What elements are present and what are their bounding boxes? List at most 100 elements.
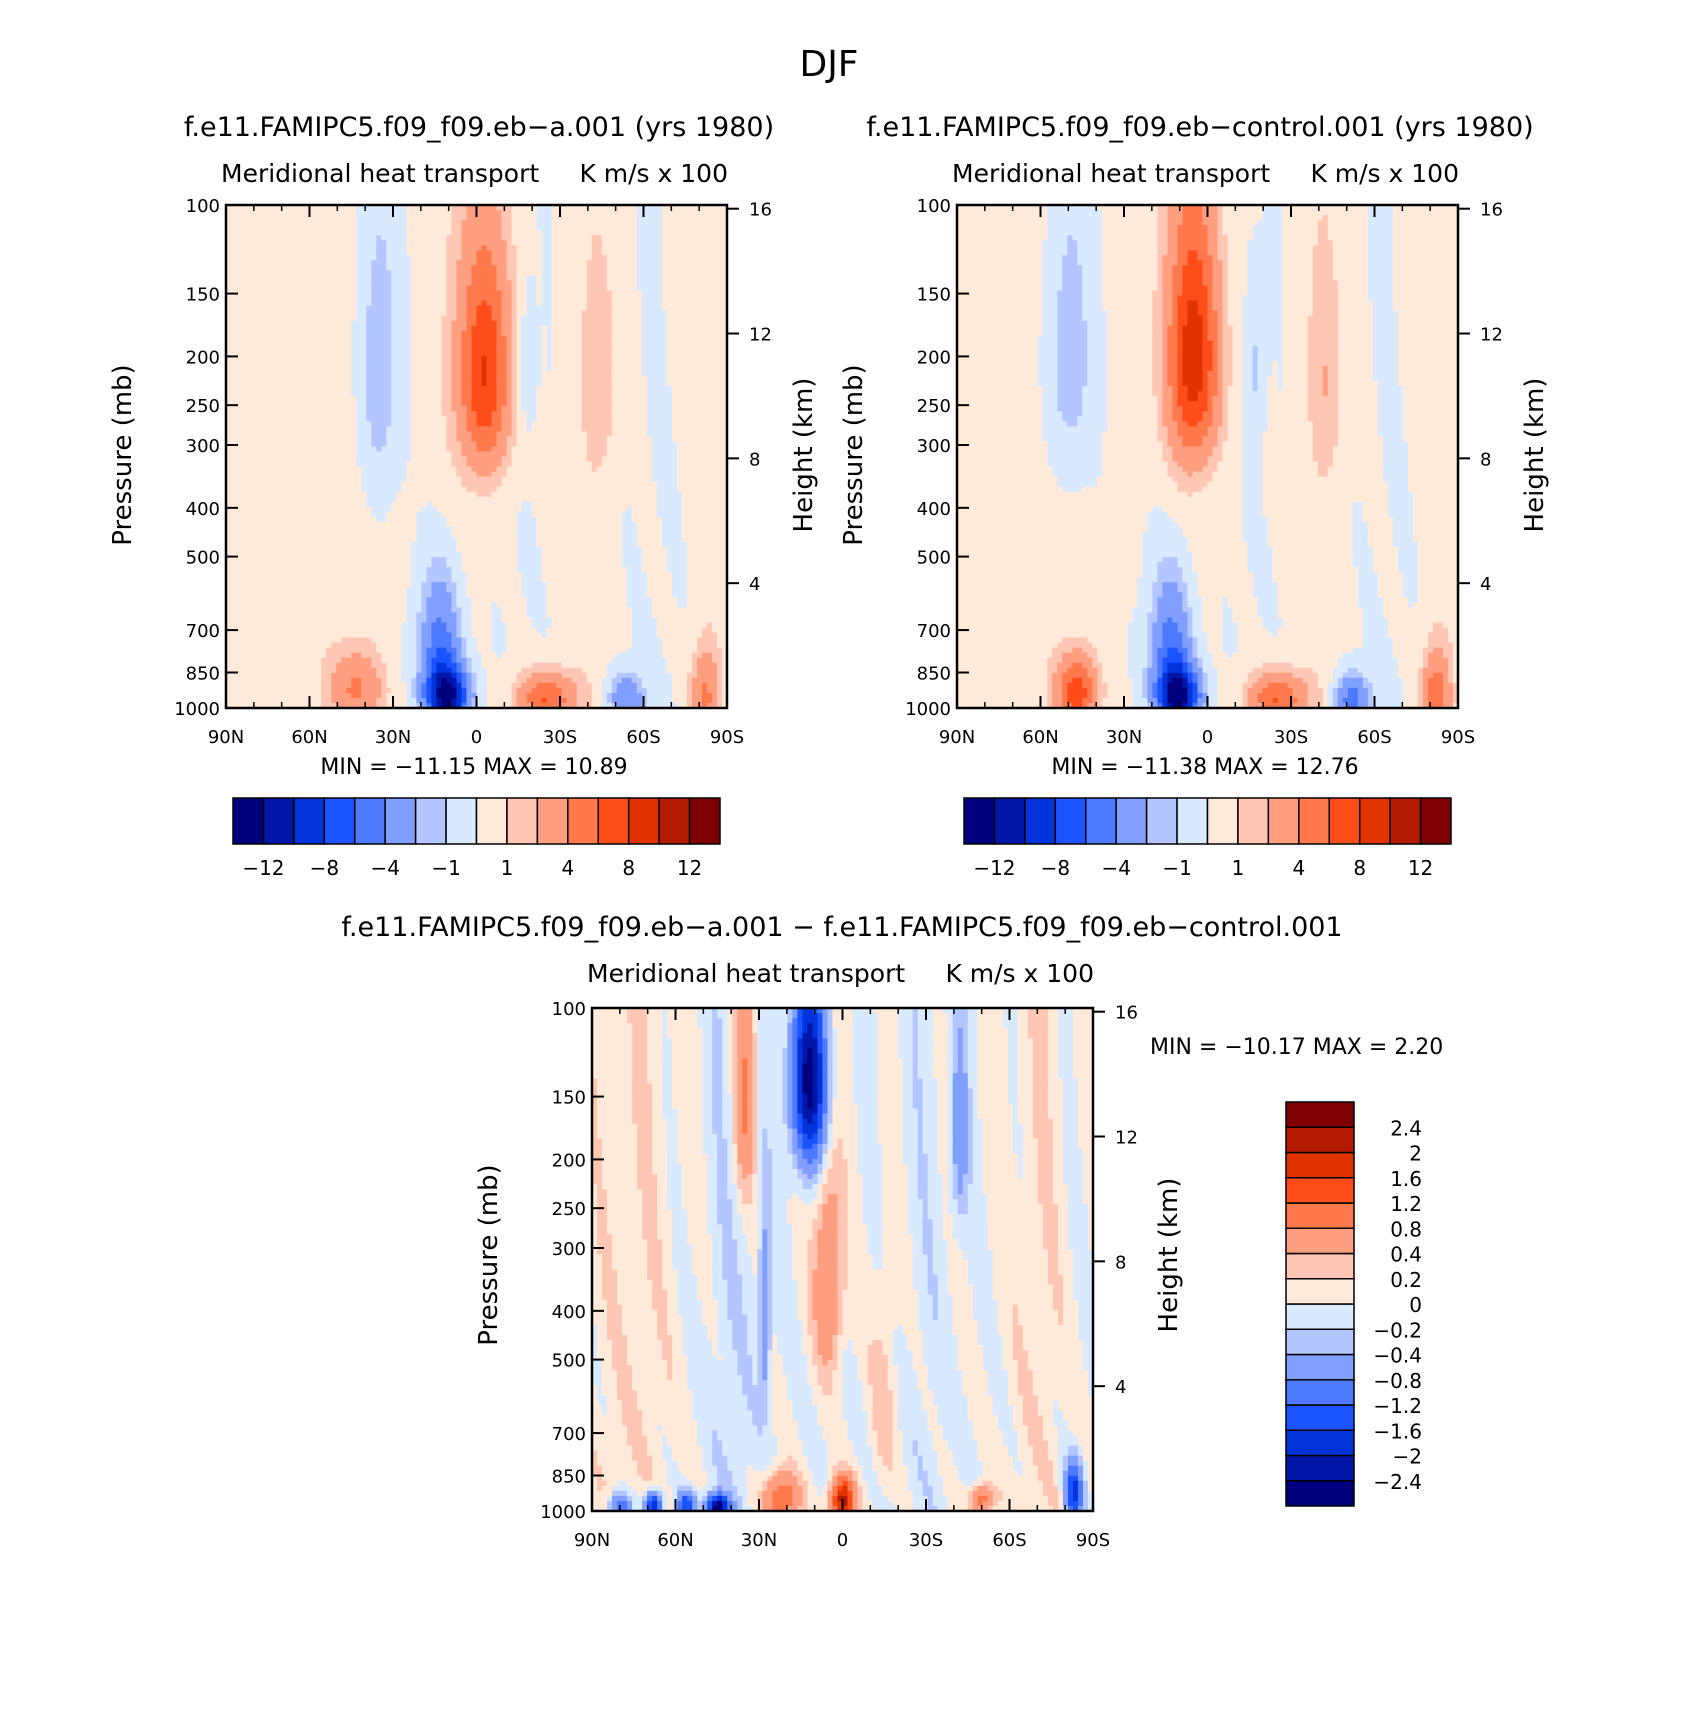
contour-cell — [251, 265, 256, 270]
contour-cell — [592, 225, 597, 230]
contour-cell — [497, 426, 502, 431]
contour-cell — [487, 291, 492, 296]
contour-cell — [426, 230, 431, 235]
contour-cell — [456, 346, 461, 351]
contour-cell — [662, 436, 667, 441]
contour-cell — [446, 391, 451, 396]
contour-cell — [236, 301, 241, 306]
contour-cell — [411, 381, 416, 386]
contour-cell — [426, 441, 431, 446]
contour-cell — [522, 321, 527, 326]
contour-cell — [642, 396, 647, 401]
contour-cell — [707, 431, 712, 436]
contour-cell — [381, 371, 386, 376]
contour-cell — [677, 235, 682, 240]
contour-cell — [361, 386, 366, 391]
contour-cell — [672, 411, 677, 416]
contour-cell — [592, 210, 597, 215]
contour-cell — [517, 391, 522, 396]
contour-cell — [692, 301, 697, 306]
contour-cell — [582, 250, 587, 255]
contour-cell — [652, 351, 657, 356]
contour-cell — [256, 451, 261, 456]
contour-cell — [527, 406, 532, 411]
contour-cell — [627, 306, 632, 311]
contour-cell — [657, 280, 662, 285]
contour-cell — [532, 431, 537, 436]
contour-cell — [406, 331, 411, 336]
panel-title: f.e11.FAMIPC5.f09_f09.eb−a.001 (yrs 1980… — [184, 112, 774, 143]
contour-cell — [597, 421, 602, 426]
contour-cell — [356, 270, 361, 275]
contour-cell — [366, 296, 371, 301]
contour-cell — [436, 225, 441, 230]
contour-cell — [677, 331, 682, 336]
contour-cell — [552, 291, 557, 296]
contour-cell — [356, 386, 361, 391]
contour-cell — [632, 441, 637, 446]
contour-cell — [356, 421, 361, 426]
contour-cell — [376, 416, 381, 421]
contour-cell — [557, 376, 562, 381]
contour-cell — [617, 296, 622, 301]
contour-cell — [261, 386, 266, 391]
contour-cell — [371, 356, 376, 361]
contour-cell — [552, 270, 557, 275]
contour-cell — [341, 215, 346, 220]
contour-cell — [251, 326, 256, 331]
contour-cell — [477, 301, 482, 306]
contour-cell — [356, 436, 361, 441]
contour-cell — [286, 396, 291, 401]
contour-cell — [386, 416, 391, 421]
contour-cell — [682, 306, 687, 311]
contour-cell — [301, 336, 306, 341]
contour-cell — [251, 230, 256, 235]
contour-cell — [532, 240, 537, 245]
contour-cell — [441, 416, 446, 421]
contour-cell — [612, 280, 617, 285]
contour-cell — [552, 346, 557, 351]
contour-cell — [381, 220, 386, 225]
contour-cell — [567, 240, 572, 245]
contour-cell — [697, 426, 702, 431]
contour-cell — [281, 361, 286, 366]
contour-cell — [391, 326, 396, 331]
contour-cell — [446, 401, 451, 406]
contour-cell — [512, 391, 517, 396]
contour-cell — [306, 391, 311, 396]
contour-cell — [376, 376, 381, 381]
contour-cell — [657, 331, 662, 336]
contour-cell — [522, 346, 527, 351]
contour-cell — [441, 311, 446, 316]
contour-cell — [672, 210, 677, 215]
contour-cell — [271, 386, 276, 391]
contour-cell — [482, 426, 487, 431]
contour-cell — [336, 265, 341, 270]
contour-cell — [622, 361, 627, 366]
contour-cell — [236, 331, 241, 336]
contour-cell — [482, 406, 487, 411]
contour-cell — [461, 321, 466, 326]
contour-cell — [642, 436, 647, 441]
contour-cell — [406, 265, 411, 270]
contour-cell — [497, 245, 502, 250]
contour-cell — [281, 416, 286, 421]
contour-cell — [376, 215, 381, 220]
contour-cell — [411, 336, 416, 341]
contour-cell — [371, 441, 376, 446]
contour-cell — [411, 265, 416, 270]
contour-cell — [416, 426, 421, 431]
contour-cell — [376, 275, 381, 280]
contour-cell — [682, 356, 687, 361]
contour-cell — [597, 280, 602, 285]
contour-cell — [527, 341, 532, 346]
contour-cell — [537, 451, 542, 456]
contour-cell — [502, 331, 507, 336]
contour-cell — [411, 316, 416, 321]
contour-cell — [607, 296, 612, 301]
contour-cell — [572, 326, 577, 331]
contour-cell — [251, 225, 256, 230]
contour-cell — [692, 376, 697, 381]
contour-cell — [341, 240, 346, 245]
contour-cell — [582, 336, 587, 341]
